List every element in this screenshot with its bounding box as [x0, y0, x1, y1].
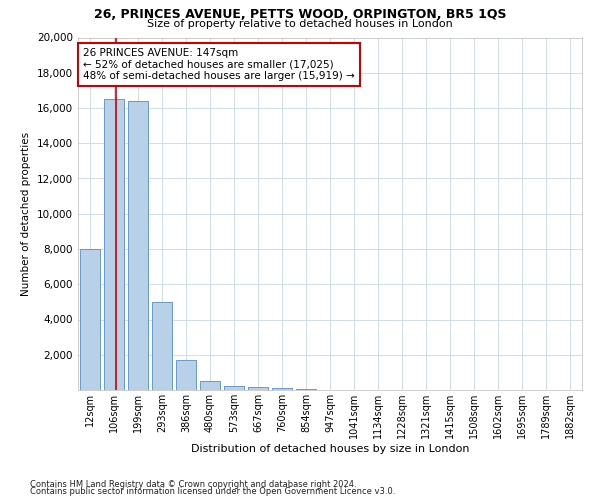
Bar — [104, 99, 124, 390]
Bar — [80, 249, 100, 390]
Text: Contains public sector information licensed under the Open Government Licence v3: Contains public sector information licen… — [30, 487, 395, 496]
Text: Contains HM Land Registry data © Crown copyright and database right 2024.: Contains HM Land Registry data © Crown c… — [30, 480, 356, 489]
Text: Size of property relative to detached houses in London: Size of property relative to detached ho… — [147, 19, 453, 29]
Bar — [224, 386, 244, 390]
X-axis label: Distribution of detached houses by size in London: Distribution of detached houses by size … — [191, 444, 469, 454]
Y-axis label: Number of detached properties: Number of detached properties — [22, 132, 31, 296]
Text: 26, PRINCES AVENUE, PETTS WOOD, ORPINGTON, BR5 1QS: 26, PRINCES AVENUE, PETTS WOOD, ORPINGTO… — [94, 8, 506, 20]
Bar — [152, 302, 172, 390]
Bar — [272, 388, 292, 390]
Bar — [200, 381, 220, 390]
Bar — [248, 388, 268, 390]
Bar — [176, 360, 196, 390]
Bar — [128, 101, 148, 390]
Text: 26 PRINCES AVENUE: 147sqm
← 52% of detached houses are smaller (17,025)
48% of s: 26 PRINCES AVENUE: 147sqm ← 52% of detac… — [83, 48, 355, 82]
Bar — [296, 389, 316, 390]
